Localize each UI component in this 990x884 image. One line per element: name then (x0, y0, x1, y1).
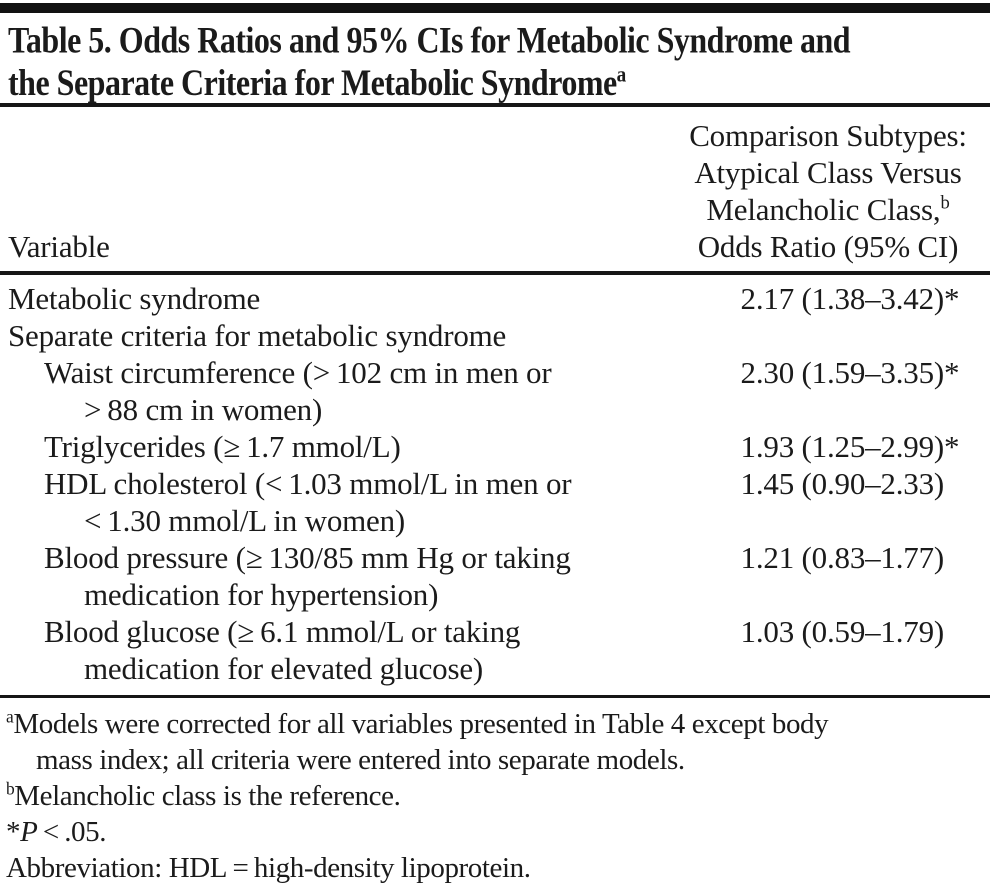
significance-asterisk: * (944, 429, 960, 464)
footnote-pvalue: *P < .05. (6, 816, 107, 848)
row-value: 1.21 (0.83–1.77) (740, 540, 945, 575)
footnotes: aModels were corrected for all variables… (0, 698, 990, 884)
row-label: Blood glucose (≥ 6.1 mmol/L or taking me… (44, 614, 521, 686)
table-title-line2: the Separate Criteria for Metabolic Synd… (8, 61, 627, 103)
body-rule (0, 695, 990, 698)
pvalue-asterisk: * (6, 816, 21, 848)
footnote-abbreviation: Abbreviation: HDL = high-density lipopro… (6, 852, 531, 884)
row-label: Triglycerides (≥ 1.7 mmol/L) (44, 429, 401, 464)
comparison-header-line4: Odds Ratio (95% CI) (697, 229, 959, 264)
footnote-a-superscript: a (6, 706, 14, 727)
title-rule (0, 103, 990, 107)
table-body: Metabolic syndrome 2.17 (1.38–3.42) * Sep… (0, 275, 990, 695)
row-value: 2.30 (1.59–3.35) * (706, 354, 966, 391)
column-header-variable: Variable (8, 229, 110, 264)
header-rule (0, 271, 990, 275)
row-value: 2.17 (1.38–3.42) * (706, 280, 966, 317)
column-header-row: Variable Comparison Subtypes: Atypical C… (0, 107, 990, 271)
table-row: Blood pressure (≥ 130/85 mm Hg or taking… (0, 539, 990, 613)
table-row: Waist circumference (> 102 cm in men or … (0, 354, 990, 428)
table-row: HDL cholesterol (< 1.03 mmol/L in men or… (0, 465, 990, 539)
table-title-line1: Table 5. Odds Ratios and 95% CIs for Met… (8, 19, 851, 61)
row-value: 1.45 (0.90–2.33) (740, 466, 945, 501)
row-label: Waist circumference (> 102 cm in men or … (44, 355, 552, 427)
comparison-header-line1: Comparison Subtypes: (689, 118, 967, 153)
significance-asterisk: * (944, 355, 960, 390)
top-rule (0, 3, 990, 13)
pvalue-p: P (20, 816, 38, 848)
footnote-a: aModels were corrected for all variables… (6, 706, 829, 776)
row-label: Separate criteria for metabolic syndrome (8, 318, 507, 353)
header-superscript: b (940, 192, 950, 214)
row-label: Metabolic syndrome (8, 281, 261, 316)
title-superscript: a (616, 63, 627, 88)
footnote-b: bMelancholic class is the reference. (6, 778, 401, 812)
footnote-b-superscript: b (6, 778, 15, 799)
table-row: Blood glucose (≥ 6.1 mmol/L or taking me… (0, 613, 990, 687)
table-row: Separate criteria for metabolic syndrome (0, 317, 990, 354)
row-label: Blood pressure (≥ 130/85 mm Hg or taking… (44, 540, 571, 612)
comparison-header-line2: Atypical Class Versus (694, 155, 962, 190)
row-label: HDL cholesterol (< 1.03 mmol/L in men or… (44, 466, 572, 538)
table-row: Metabolic syndrome 2.17 (1.38–3.42) * (0, 280, 990, 317)
significance-asterisk: * (944, 281, 960, 316)
table-title: Table 5. Odds Ratios and 95% CIs for Met… (8, 19, 982, 104)
column-header-comparison: Comparison Subtypes: Atypical Class Vers… (672, 117, 984, 265)
comparison-header-line3: Melancholic Class,b (706, 192, 950, 227)
row-value: 1.93 (1.25–2.99) * (706, 428, 966, 465)
row-value: 1.03 (0.59–1.79) (740, 614, 945, 649)
table-row: Triglycerides (≥ 1.7 mmol/L) 1.93 (1.25–… (0, 428, 990, 465)
table-title-block: Table 5. Odds Ratios and 95% CIs for Met… (0, 13, 990, 103)
